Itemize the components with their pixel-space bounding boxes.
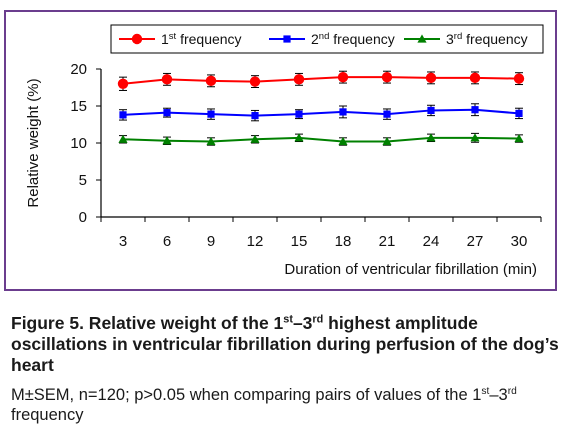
legend-entry-1: 1st frequency (161, 31, 242, 47)
series-1-point (469, 72, 481, 84)
caption-title-sup2: rd (312, 313, 324, 326)
series-2-point (339, 108, 347, 116)
x-axis-label: Duration of ventricular fibrillation (mi… (284, 261, 537, 278)
series-1-point (117, 78, 129, 90)
x-tick-label: 18 (335, 233, 352, 250)
x-tick-label: 27 (467, 233, 484, 250)
series-line-1 (122, 76, 520, 85)
legend-entry-2: 2nd frequency (311, 31, 395, 47)
legend-marker-2 (283, 35, 291, 43)
series-3-point (162, 136, 172, 145)
series-line-2 (122, 108, 520, 117)
x-tick-label: 21 (379, 233, 396, 250)
series-3-point (470, 133, 480, 142)
series-1-point (161, 74, 173, 85)
series-2-point (119, 111, 127, 119)
series-2-point (515, 109, 523, 117)
y-tick-label: 20 (70, 61, 87, 78)
caption-note-part2: frequency (11, 406, 84, 424)
series-3-point (250, 134, 260, 143)
caption-title-part1: Relative weight of the 1 (83, 313, 284, 333)
series-1-point (381, 71, 393, 83)
series-1-point (513, 73, 525, 84)
figure-caption-title: Figure 5. Relative weight of the 1st–3rd… (11, 313, 559, 376)
caption-title-sup1: st (283, 313, 293, 326)
y-tick-label: 10 (70, 135, 87, 152)
series-1-point (205, 75, 217, 87)
x-tick-label: 30 (511, 233, 528, 250)
x-tick-label: 24 (423, 233, 440, 250)
x-tick-label: 9 (207, 233, 215, 250)
series-2-point (163, 109, 171, 117)
series-line-3 (122, 136, 520, 143)
series-3-point (206, 136, 216, 146)
series-3-point (382, 136, 392, 146)
y-tick-label: 5 (79, 172, 87, 189)
series-2-point (383, 110, 391, 118)
caption-title-dash: –3 (292, 313, 313, 333)
series-1-point (425, 72, 437, 84)
series-3-point (426, 133, 436, 142)
caption-note-dash: –3 (489, 386, 508, 404)
figure-caption-note: M±SEM, n=120; p>0.05 when comparing pair… (11, 385, 559, 425)
series-2-point (471, 106, 479, 114)
caption-note-sup1: st (481, 385, 490, 397)
caption-note-part1: M±SEM, n=120; p>0.05 when comparing pair… (11, 386, 482, 404)
chart-frame: 0 5 10 15 20 3 6 9 12 15 18 21 24 27 30 Relative weight… (4, 10, 557, 291)
series-2-point (295, 110, 303, 118)
series-3-point (294, 133, 304, 142)
series-3-point (514, 133, 524, 143)
caption-note-sup2: rd (507, 385, 517, 397)
legend-box (110, 24, 544, 54)
series-2-point (251, 112, 259, 120)
x-tick-label: 12 (247, 233, 264, 250)
chart-svg: 0 5 10 15 20 3 6 9 12 15 18 21 24 27 30 Relative weight… (25, 24, 544, 278)
y-axis-label: Relative weight (%) (25, 78, 42, 207)
series-2-point (427, 106, 435, 115)
x-tick-label: 6 (163, 233, 171, 250)
x-tick-label: 3 (119, 233, 127, 250)
legend-marker-1 (131, 33, 143, 45)
legend-entry-3: 3rd frequency (446, 31, 528, 47)
legend-marker-3 (417, 34, 427, 43)
x-tick-label: 15 (291, 233, 308, 250)
y-tick-label: 0 (79, 209, 87, 226)
series-2-point (207, 110, 215, 118)
y-tick-label: 15 (70, 98, 87, 115)
caption-title-part2: highest amplitude oscillations in ventri… (11, 313, 559, 375)
series-3-point (118, 134, 128, 143)
series-1-point (337, 71, 349, 83)
series-1-point (249, 76, 261, 87)
figure-label: Figure 5. (11, 313, 84, 333)
series-3-point (338, 136, 348, 146)
series-1-point (293, 74, 305, 85)
